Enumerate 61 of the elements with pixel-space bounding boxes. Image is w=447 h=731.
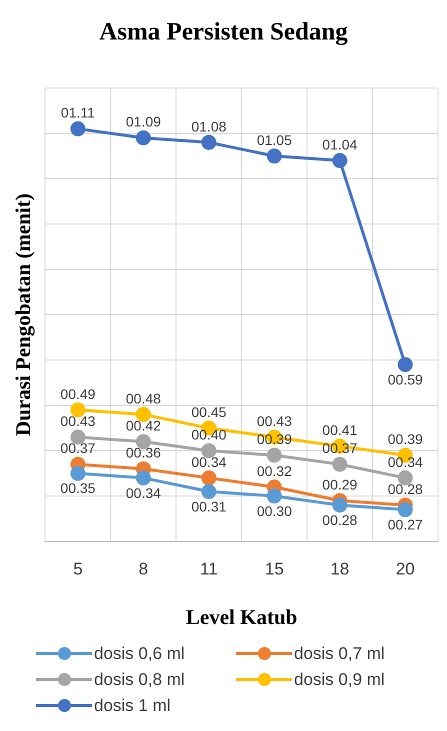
data-label: 00.41 (322, 422, 358, 438)
x-tick-label: 15 (264, 559, 284, 578)
data-label: 00.49 (60, 386, 96, 402)
data-label: 00.45 (191, 404, 227, 420)
data-label: 01.04 (322, 136, 358, 152)
data-label: 00.34 (191, 454, 227, 470)
point (332, 153, 348, 168)
data-label: 01.09 (126, 114, 162, 130)
point (70, 402, 86, 418)
legend-label: dosis 0,7 ml (294, 644, 385, 664)
data-label: 00.28 (322, 512, 358, 528)
point (398, 502, 413, 518)
data-label: 00.43 (256, 412, 292, 429)
point (136, 406, 151, 422)
data-label: 00.42 (126, 418, 162, 434)
chart-title: Asma Persisten Sedang (99, 18, 348, 46)
point (201, 443, 216, 458)
data-label: 00.40 (191, 426, 227, 443)
legend-label: dosis 1 ml (94, 696, 171, 716)
data-label: 00.29 (322, 476, 358, 492)
data-label: 00.28 (388, 480, 423, 497)
point (70, 466, 86, 481)
point (201, 134, 216, 150)
x-tick-label: 5 (73, 559, 83, 578)
point (398, 357, 413, 372)
data-label: 00.34 (388, 454, 423, 470)
data-label: 01.08 (191, 118, 227, 134)
point (70, 121, 86, 136)
point (201, 484, 216, 500)
y-axis-title: Durasi Pengobatan (menit) (11, 193, 36, 436)
x-tick-label: 8 (138, 559, 148, 578)
legend-label: dosis 0,8 ml (94, 670, 185, 690)
data-label: 00.59 (388, 371, 423, 388)
data-label: 00.31 (191, 498, 227, 514)
data-label: 00.36 (126, 444, 162, 461)
data-label: 00.37 (60, 440, 96, 456)
point (136, 130, 151, 146)
x-tick-label: 18 (330, 559, 350, 578)
data-label: 00.43 (60, 412, 96, 429)
data-label: 01.05 (256, 132, 292, 148)
point (398, 470, 413, 486)
point (332, 456, 348, 472)
point (136, 470, 151, 486)
legend-label: dosis 0,9 ml (294, 670, 385, 690)
data-label: 00.34 (126, 484, 162, 501)
point (266, 148, 282, 164)
point (201, 470, 216, 486)
data-label: 00.39 (388, 431, 423, 448)
data-label: 00.35 (60, 480, 96, 496)
point (266, 448, 282, 463)
x-tick-label: 11 (200, 559, 218, 578)
x-axis-title: Level Katub (186, 604, 298, 629)
data-label: 01.11 (60, 104, 96, 121)
data-label: 00.30 (256, 502, 292, 519)
point (266, 488, 282, 504)
legend-label: dosis 0,6 ml (94, 644, 185, 664)
x-tick-label: 20 (396, 559, 415, 578)
data-label: 00.32 (256, 462, 292, 479)
data-label: 00.27 (388, 516, 423, 533)
point (332, 498, 348, 513)
data-label: 00.48 (126, 390, 162, 406)
